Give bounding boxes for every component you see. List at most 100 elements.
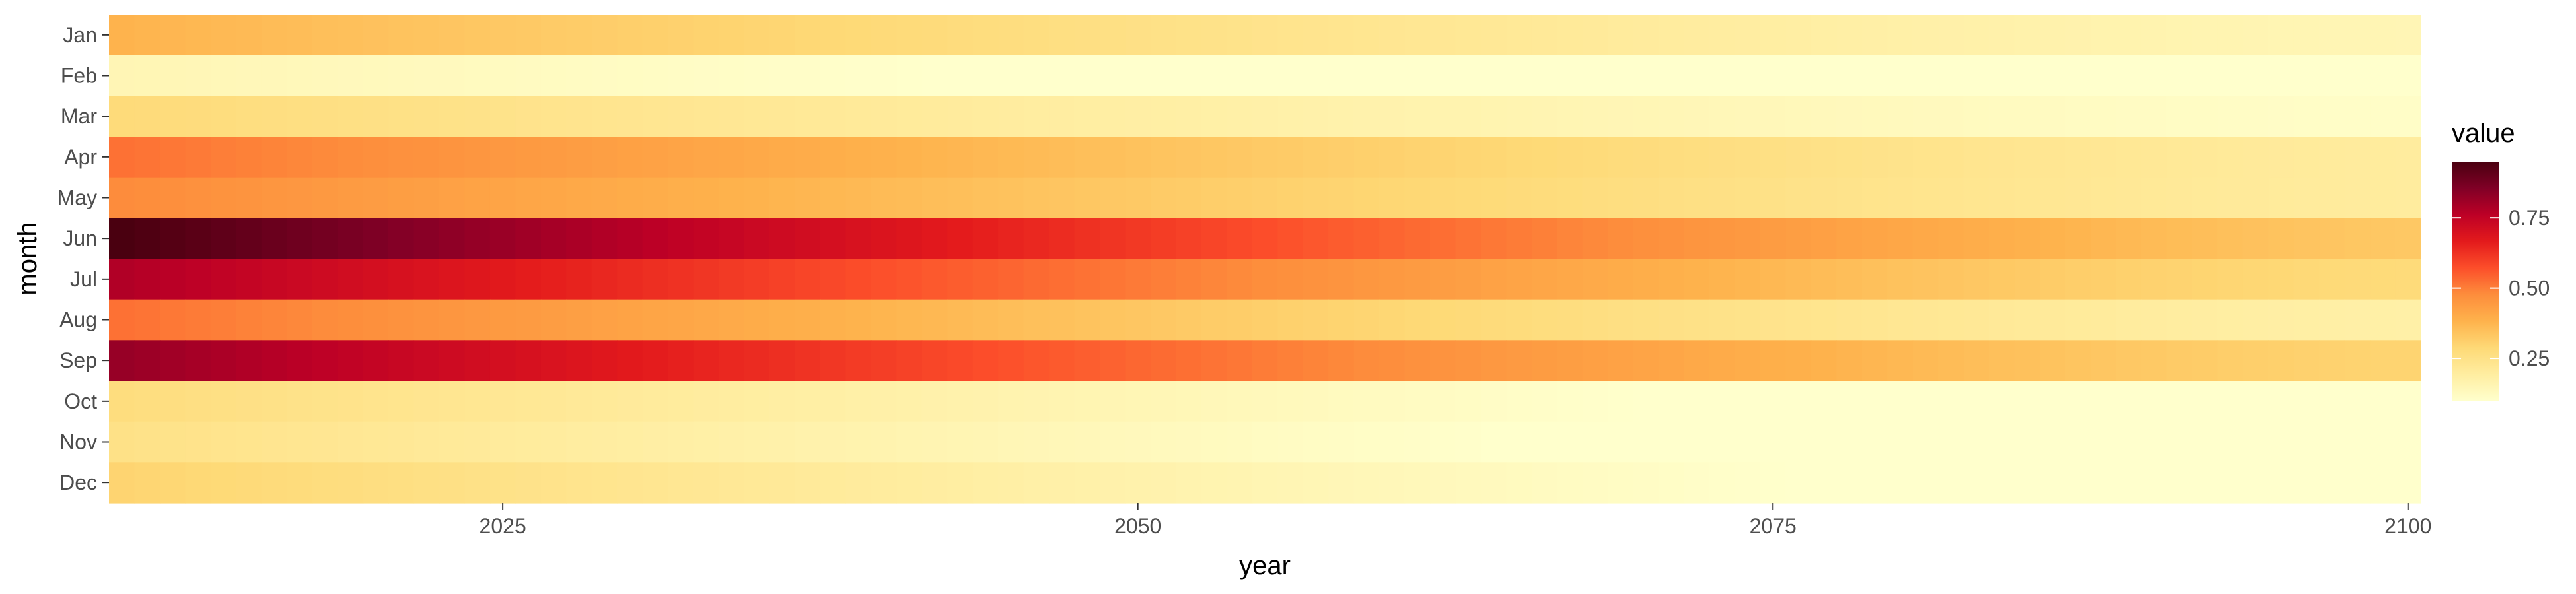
heatmap-tile [439,177,466,218]
heatmap-tile [1810,259,1837,300]
heatmap-tile [1455,259,1482,300]
heatmap-tile [1049,381,1075,422]
heatmap-tile [871,218,897,259]
heatmap-tile [1531,15,1557,56]
heatmap-tile [769,381,796,422]
heatmap-tile [1785,299,1812,341]
heatmap-tile [795,218,821,259]
heatmap-tile [1252,462,1278,504]
heatmap-tile [2293,137,2320,178]
heatmap-tile [2065,462,2091,504]
heatmap-tile [2065,218,2091,259]
heatmap-tile [2040,177,2066,218]
heatmap-tile [2141,340,2167,381]
heatmap-tile [566,15,592,56]
heatmap-tile [1506,381,1532,422]
heatmap-tile [617,96,643,137]
heatmap-tile [744,340,770,381]
heatmap-tile [1836,137,1863,178]
heatmap-tile [1353,381,1380,422]
heatmap-tile [642,218,668,259]
color-legend: value 0.25 0.50 0.75 [2452,119,2550,401]
heatmap-tile [1582,137,1608,178]
heatmap-tile [2344,299,2371,341]
heatmap-tile [1887,218,1914,259]
heatmap-tile [363,462,389,504]
heatmap-tile [236,137,262,178]
heatmap-tile [1912,177,1939,218]
heatmap-tile [1176,381,1202,422]
heatmap-tile [1455,462,1482,504]
heatmap-tile [109,15,135,56]
heatmap-tile [2268,381,2295,422]
heatmap-tile [2040,462,2066,504]
heatmap-tile [1938,218,1964,259]
heatmap-tile [439,381,466,422]
heatmap-tile [1557,462,1583,504]
heatmap-tile [210,421,236,463]
heatmap-tile [1100,15,1126,56]
heatmap-tile [1328,55,1355,96]
heatmap-tile [2395,218,2421,259]
heatmap-tile [236,340,262,381]
heatmap-tile [1328,96,1355,137]
heatmap-tile [1125,15,1151,56]
heatmap-tile [1150,421,1176,463]
heatmap-tile [489,462,516,504]
heatmap-tile [540,177,567,218]
heatmap-tile [998,462,1024,504]
heatmap-tile [566,55,592,96]
heatmap-tile [693,96,719,137]
heatmap-tile [312,177,338,218]
heatmap-tile [2395,462,2421,504]
heatmap-tile [1176,421,1202,463]
heatmap-tile [363,218,389,259]
heatmap-tile [388,55,415,96]
heatmap-tile [1810,218,1837,259]
heatmap-tile [1023,462,1050,504]
heatmap-tile [2116,299,2142,341]
heatmap-tile [134,96,161,137]
heatmap-tile [1328,15,1355,56]
heatmap-tile [1608,15,1634,56]
heatmap-tile [1404,299,1431,341]
heatmap-tile [2319,299,2345,341]
heatmap-tile [921,299,948,341]
heatmap-tile [2091,137,2117,178]
heatmap-tile [210,218,236,259]
heatmap-tile [2065,96,2091,137]
heatmap-tile [642,177,668,218]
heatmap-tile [1506,137,1532,178]
heatmap-tile [1608,462,1634,504]
heatmap-tile [972,421,999,463]
heatmap-tile [2040,218,2066,259]
heatmap-tile [871,96,897,137]
heatmap-tile [2192,381,2218,422]
x-tick-label: 2075 [1750,514,1797,538]
heatmap-tile [1684,381,1710,422]
heatmap-tile [1049,299,1075,341]
heatmap-tile [795,381,821,422]
heatmap-tile [668,15,694,56]
heatmap-tile [1785,96,1812,137]
heatmap-tile [2242,381,2269,422]
heatmap-tile [2344,421,2371,463]
heatmap-tile [1582,177,1608,218]
heatmap-tile [1633,462,1659,504]
heatmap-tile [1735,462,1761,504]
legend-tick-label: 0.75 [2509,206,2550,230]
heatmap-tile [109,259,135,300]
heatmap-tile [972,137,999,178]
heatmap-tile [2192,96,2218,137]
heatmap-tile [1455,177,1482,218]
heatmap-tile [845,137,872,178]
heatmap-tile [1404,462,1431,504]
heatmap-tile [591,55,618,96]
heatmap-tile [2065,299,2091,341]
heatmap-tile [1480,259,1507,300]
heatmap-tile [1836,177,1863,218]
heatmap-tile [1379,259,1406,300]
heatmap-tile [134,259,161,300]
heatmap-tile [719,15,745,56]
heatmap-tile [1303,421,1329,463]
